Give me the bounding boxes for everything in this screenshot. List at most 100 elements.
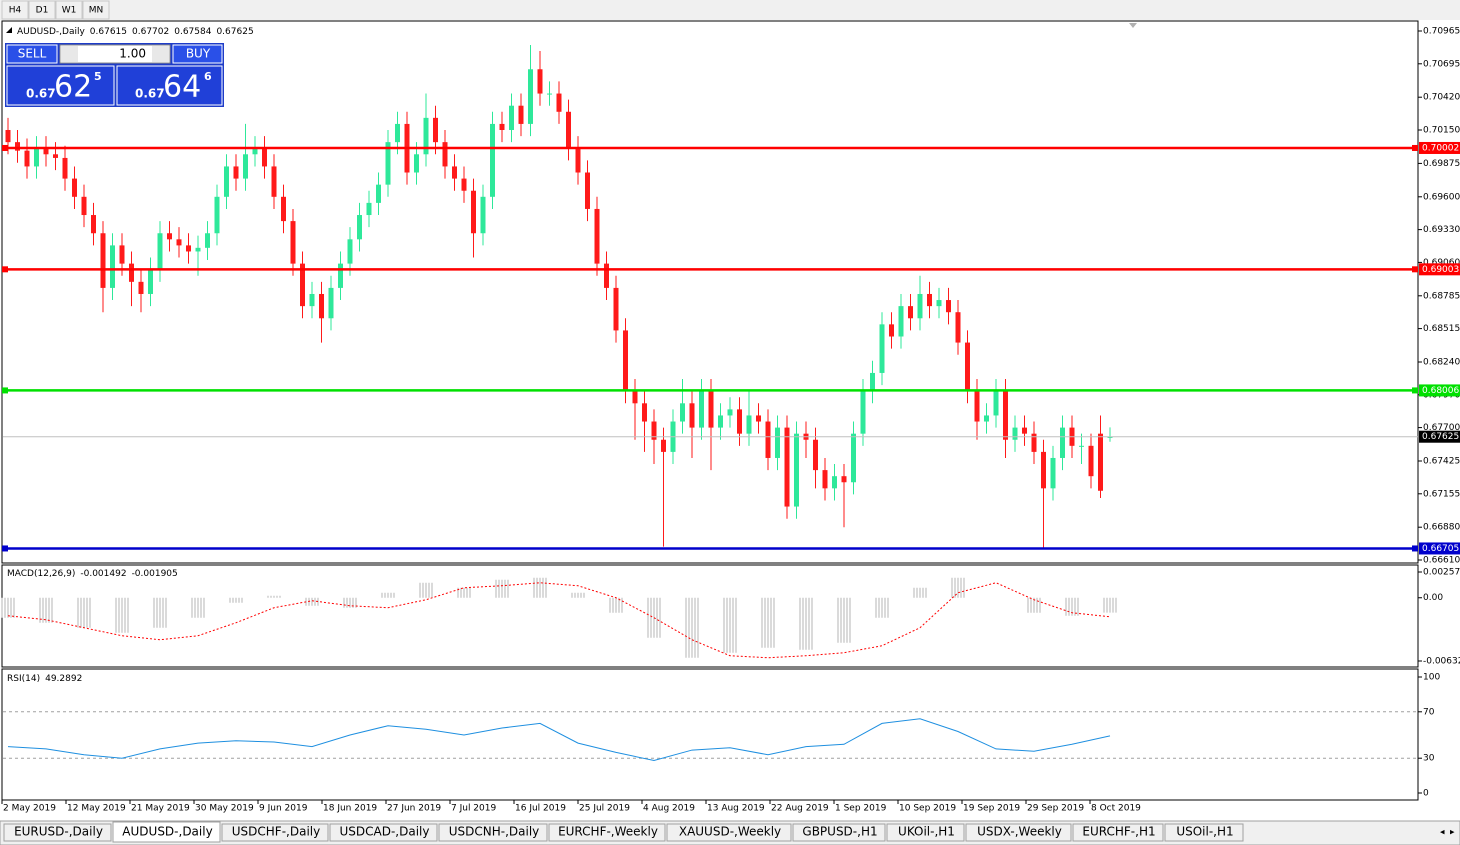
main-panel (1, 20, 1419, 564)
candle-body (1060, 427, 1065, 458)
timeframe-button[interactable] (1, 0, 29, 20)
y-tick-label: 0.70420 (1423, 93, 1460, 103)
rsi-panel (1, 668, 1419, 801)
candle-body (1041, 451, 1046, 489)
level-handle[interactable] (1412, 387, 1418, 394)
timeframe-label[interactable]: W1 (62, 6, 77, 16)
buy-label[interactable]: BUY (186, 47, 211, 61)
candle-body (119, 245, 125, 264)
symbol-tab[interactable] (548, 823, 666, 842)
symbol-tab[interactable] (3, 823, 112, 842)
symbol-tab-label[interactable]: UKOil-,H1 (898, 825, 955, 839)
collapse-icon (6, 27, 12, 33)
y-tick-label: 0.68515 (1423, 324, 1460, 334)
candle-body (395, 123, 400, 143)
timeframe-label[interactable]: D1 (36, 6, 49, 16)
symbol-tab[interactable] (792, 823, 886, 842)
y-tick-label: 0.68785 (1423, 291, 1460, 301)
candle-body (813, 439, 818, 471)
timeframe-label[interactable]: H4 (9, 6, 22, 16)
x-tick-label: 25 Jul 2019 (579, 804, 630, 814)
candle-body (233, 166, 239, 179)
candle-body (860, 391, 866, 434)
symbol-tab-label[interactable]: USDX-,Weekly (977, 825, 1062, 839)
symbol-tab[interactable] (965, 823, 1072, 842)
rsi-value: 49.2892 (45, 674, 82, 684)
symbol-tab[interactable] (112, 821, 221, 843)
sell-label[interactable]: SELL (18, 47, 47, 61)
symbol-tab[interactable] (221, 823, 329, 842)
symbol-tab-label[interactable]: USOil-,H1 (1176, 825, 1233, 839)
x-tick-label: 9 Jun 2019 (259, 804, 308, 814)
candle-body (737, 409, 742, 434)
candle-body (34, 148, 39, 167)
symbol-tab-label[interactable]: EURCHF-,Weekly (558, 825, 658, 839)
candle-body (290, 221, 296, 264)
level-handle[interactable] (2, 266, 8, 273)
symbol-tab[interactable] (886, 823, 965, 842)
sell-button[interactable] (6, 44, 58, 64)
timeframe-label[interactable]: MN (89, 6, 104, 16)
level-handle[interactable] (1412, 144, 1418, 151)
buy-price-box[interactable] (116, 65, 223, 106)
y-tick-label: 0.69875 (1423, 159, 1460, 169)
y-tick-label: 0.69330 (1423, 225, 1460, 235)
symbol-tab[interactable] (666, 823, 792, 842)
symbol-tab-label[interactable]: USDCHF-,Daily (232, 825, 320, 839)
lot-decrease[interactable] (61, 46, 78, 62)
candle-body (632, 391, 638, 404)
candle-body (157, 233, 163, 270)
symbol-tab-label[interactable]: USDCAD-,Daily (340, 825, 430, 839)
x-tick-label: 2 May 2019 (3, 804, 56, 814)
symbol-tab-label[interactable]: GBPUSD-,H1 (802, 825, 877, 839)
candle-body (794, 433, 799, 507)
sell-price-box[interactable] (6, 65, 115, 106)
candle-body (300, 263, 305, 307)
lot-input[interactable] (59, 44, 171, 64)
symbol-tab-label[interactable]: USDCNH-,Daily (449, 825, 540, 839)
symbol-title: AUDUSD-,Daily (17, 27, 85, 37)
buy-button[interactable] (172, 44, 223, 64)
y-tick-label: 30 (1423, 754, 1435, 764)
level-tag (1419, 141, 1460, 154)
buy-price-big: 0.67 (135, 87, 165, 101)
indicator-header: MACD(12,26,9) -0.001492 -0.001905 (7, 569, 178, 579)
sell-price-frac: 5 (94, 70, 102, 83)
level-handle[interactable] (2, 545, 8, 552)
candle-body (357, 215, 362, 240)
level-handle[interactable] (2, 144, 8, 151)
level-handle[interactable] (1412, 545, 1418, 552)
y-tick-label: 0.66880 (1423, 523, 1460, 533)
lot-increase[interactable] (152, 46, 169, 62)
buy-price-pips: 64 (163, 70, 201, 105)
candle-body (746, 415, 752, 434)
symbol-tab-label[interactable]: AUDUSD-,Daily (122, 825, 212, 839)
candle-body (347, 239, 353, 264)
symbol-tab[interactable] (329, 823, 438, 842)
tab-scroll-left[interactable]: ◂ (1440, 828, 1445, 838)
ohlc-value: 0.67625 (216, 27, 253, 37)
candle-body (91, 215, 96, 234)
timeframe-button[interactable] (55, 0, 83, 20)
symbol-tab[interactable] (1164, 823, 1244, 842)
macd-signal-line (7, 582, 1111, 659)
symbol-tab-label[interactable]: EURUSD-,Daily (14, 825, 103, 839)
level-handle[interactable] (2, 387, 8, 394)
symbol-tab-label[interactable]: XAUUSD-,Weekly (679, 825, 781, 839)
tab-scroll-right[interactable]: ▸ (1450, 828, 1455, 838)
candle-body (936, 300, 942, 307)
candle-body (480, 196, 486, 234)
symbol-tab[interactable] (438, 823, 548, 842)
level-handle[interactable] (1412, 266, 1418, 273)
candle-body (851, 433, 856, 483)
timeframe-button[interactable] (28, 0, 56, 20)
x-tick-label: 22 Aug 2019 (771, 804, 829, 814)
candle-body (908, 306, 913, 319)
buy-price-frac: 6 (204, 70, 212, 83)
symbol-tab-label[interactable]: EURCHF-,H1 (1082, 825, 1155, 839)
timeframe-button[interactable] (82, 0, 110, 20)
level-label: 0.69003 (1422, 265, 1459, 275)
lot-value[interactable]: 1.00 (119, 47, 146, 61)
symbol-tab[interactable] (1072, 823, 1164, 842)
candle-body (1107, 436, 1113, 438)
